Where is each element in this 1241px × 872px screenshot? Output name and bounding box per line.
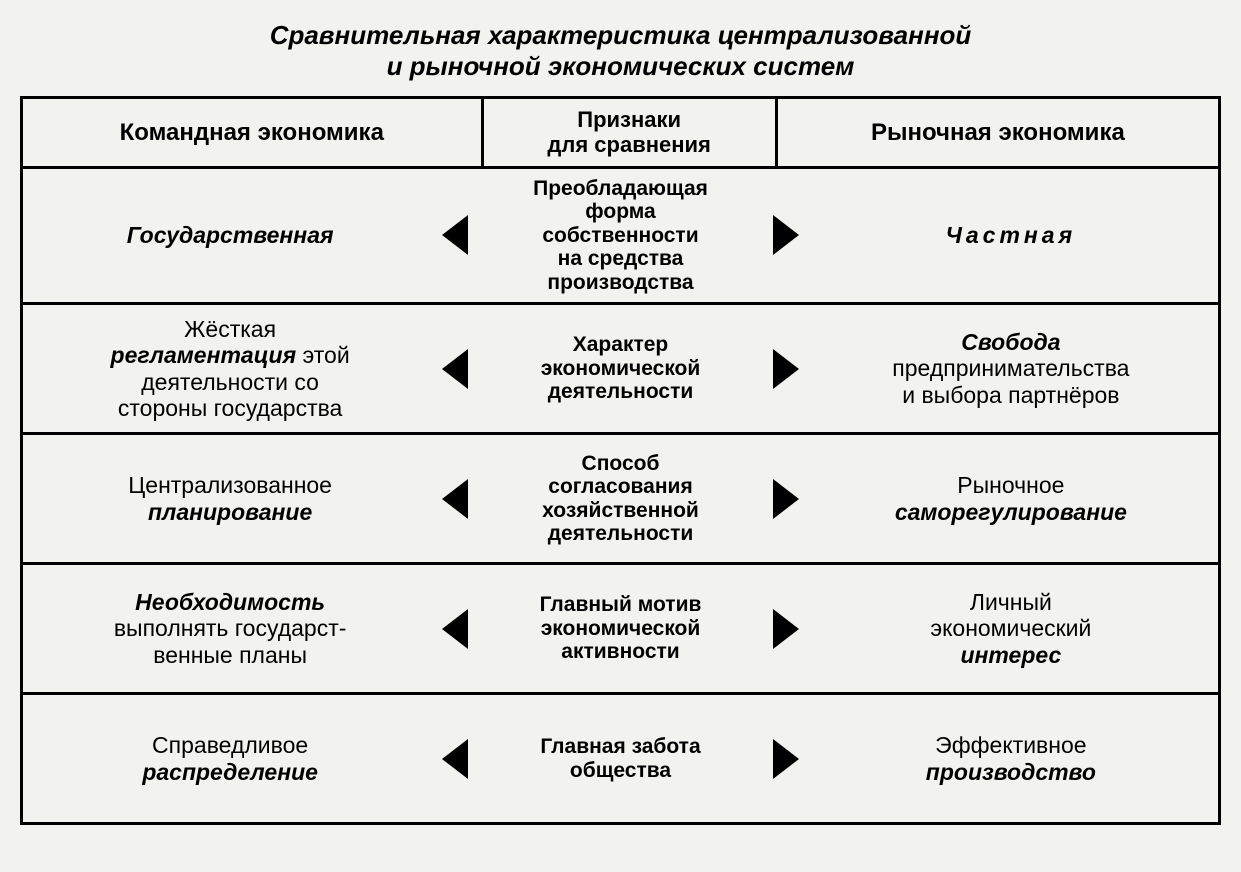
right-value: Эффективноепроизводство [810, 732, 1212, 785]
right-value: Личныйэкономическийинтерес [810, 589, 1212, 668]
comparison-row: Необходимостьвыполнять государст-венные … [22, 564, 1220, 694]
header-left: Командная экономика [22, 98, 483, 168]
comparison-row: Централизованноепланирование Способсогла… [22, 434, 1220, 564]
left-value: Государственная [29, 222, 431, 248]
comparison-cell: Необходимостьвыполнять государст-венные … [22, 564, 1220, 694]
comparison-row: Жёсткаярегламентация этойдеятельности со… [22, 304, 1220, 434]
right-value: Свободапредпринимательстваи выбора партн… [810, 329, 1212, 408]
header-mid-line1: Признаки [577, 107, 681, 132]
arrow-right-icon [762, 739, 809, 779]
arrow-left-icon [431, 349, 478, 389]
header-mid-line2: для сравнения [547, 132, 711, 157]
left-value: Жёсткаярегламентация этойдеятельности со… [29, 316, 431, 422]
comparison-row: Справедливоераспределение Главная забота… [22, 694, 1220, 824]
arrow-left-icon [431, 609, 478, 649]
arrow-right-icon [762, 479, 809, 519]
criterion-label: Главная заботаобщества [479, 735, 763, 782]
comparison-cell: Централизованноепланирование Способсогла… [22, 434, 1220, 564]
header-row: Командная экономика Признаки для сравнен… [22, 98, 1220, 168]
criterion-label: Способсогласованияхозяйственнойдеятельно… [479, 452, 763, 546]
right-value: Рыночноесаморегулирование [810, 472, 1212, 525]
criterion-label: Преобладающаяформасобственностина средст… [479, 177, 763, 295]
comparison-cell: Жёсткаярегламентация этойдеятельности со… [22, 304, 1220, 434]
right-value: Частная [810, 222, 1212, 248]
comparison-row: Государственная Преобладающаяформасобств… [22, 167, 1220, 304]
left-value: Справедливоераспределение [29, 732, 431, 785]
title-line-2: и рыночной экономических систем [20, 51, 1221, 82]
comparison-cell: Справедливоераспределение Главная забота… [22, 694, 1220, 824]
arrow-right-icon [762, 215, 809, 255]
arrow-right-icon [762, 349, 809, 389]
arrow-left-icon [431, 479, 478, 519]
criterion-label: Главный мотивэкономическойактивности [479, 593, 763, 664]
criterion-label: Характерэкономическойдеятельности [479, 333, 763, 404]
comparison-cell: Государственная Преобладающаяформасобств… [22, 167, 1220, 304]
left-value: Необходимостьвыполнять государст-венные … [29, 589, 431, 668]
comparison-table: Командная экономика Признаки для сравнен… [20, 96, 1221, 825]
arrow-left-icon [431, 215, 478, 255]
header-mid: Признаки для сравнения [482, 98, 776, 168]
title-line-1: Сравнительная характеристика централизов… [20, 20, 1221, 51]
header-right: Рыночная экономика [776, 98, 1219, 168]
left-value: Централизованноепланирование [29, 472, 431, 525]
arrow-left-icon [431, 739, 478, 779]
arrow-right-icon [762, 609, 809, 649]
